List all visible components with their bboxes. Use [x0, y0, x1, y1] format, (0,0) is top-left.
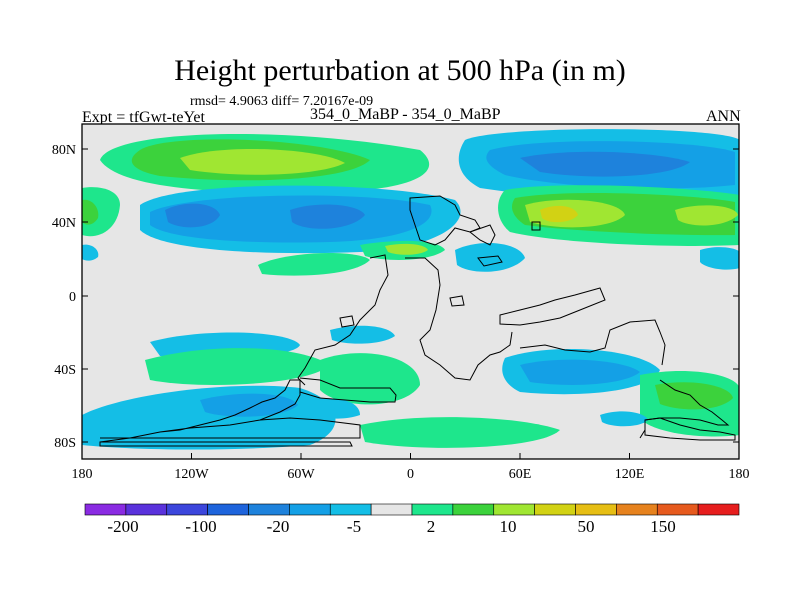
coast-island-2: [477, 255, 503, 267]
contour-nh40-east-4: [540, 205, 578, 223]
contour-nh40-west-3: [165, 203, 220, 228]
lon-label-0: 0: [407, 467, 414, 482]
colorbar-label-6: 50: [578, 517, 595, 536]
season-label: ANN: [706, 108, 741, 125]
colorbar-swatch: [166, 503, 208, 516]
lat-tick-marks: [82, 148, 739, 443]
colorbar-swatch: [656, 503, 699, 516]
contour-nh20-5: [700, 247, 739, 270]
colorbar-swatch: [493, 503, 535, 516]
coast-antarctic-shelf: [99, 441, 353, 447]
colorbar-label-3: -5: [347, 517, 361, 536]
coast-peninsula: [449, 295, 465, 307]
coast-central-america: [468, 224, 496, 246]
colorbar-swatch: [289, 503, 331, 516]
lon-label-120w: 120W: [174, 467, 209, 482]
colorbar-swatch: [248, 503, 290, 516]
coast-antarctic-west: [99, 379, 301, 443]
contour-sh-east-5: [600, 411, 648, 427]
contour-nh40-west-5: [82, 187, 120, 237]
stats-label: rmsd= 4.9063 diff= 7.20167e-09: [190, 94, 374, 109]
colorbar-swatch: [534, 503, 576, 516]
colorbar-swatch: [452, 503, 495, 516]
colorbar-swatch: [125, 503, 168, 516]
contour-nh40-west-6: [82, 199, 99, 225]
contour-nh20-6: [82, 244, 99, 261]
colorbar-label-1: -100: [185, 517, 216, 536]
coast-south-america: [299, 377, 397, 403]
lat-label-80s: 80S: [54, 436, 76, 451]
coast-antarctic-main: [100, 417, 361, 439]
experiment-names: 354_0_MaBP - 354_0_MaBP: [310, 106, 501, 123]
contour-nh20-3: [385, 243, 428, 255]
colorbar-swatch: [370, 503, 413, 516]
contour-nh40-east-5: [675, 205, 738, 226]
contour-sh-east-4: [655, 382, 733, 410]
colorbar-label-5: 10: [500, 517, 517, 536]
coast-island-3: [531, 221, 541, 231]
lat-label-0: 0: [69, 290, 76, 305]
lon-label-180e: 180: [729, 467, 750, 482]
contour-sh60-4: [310, 398, 360, 419]
lon-label-60e: 60E: [509, 467, 532, 482]
colorbar-label-0: -200: [107, 517, 138, 536]
lon-label-60w: 60W: [287, 467, 315, 482]
contour-nh20-4: [455, 243, 525, 272]
colorbar-swatch: [84, 503, 127, 516]
colorbar-swatch: [329, 503, 372, 516]
lon-label-180w: 180: [72, 467, 93, 482]
plot-title: Height perturbation at 500 hPa (in m): [174, 54, 626, 87]
contour-field: [82, 124, 739, 459]
contour-sh40-west-2: [145, 348, 330, 385]
lat-label-40s: 40S: [54, 363, 76, 378]
lon-label-120e: 120E: [615, 467, 645, 482]
lat-label-40n: 40N: [52, 216, 76, 231]
colorbar-swatch: [697, 503, 740, 516]
colorbar-label-2: -20: [267, 517, 290, 536]
colorbar: [84, 503, 740, 516]
contour-sh60-3: [360, 417, 560, 448]
lon-tick-marks: [81, 453, 740, 459]
coast-australia-west: [519, 319, 666, 366]
coast-south-asia: [499, 287, 606, 326]
contour-nh40-west-4: [290, 204, 365, 229]
colorbar-label-7: 150: [650, 517, 676, 536]
coast-west-coast: [297, 254, 389, 386]
coast-north-america: [409, 195, 481, 246]
contour-nh80-west-3: [180, 148, 345, 175]
contour-sh40-west-4: [330, 325, 395, 344]
contour-sh60-2: [200, 393, 298, 417]
contour-sh40-west-3: [320, 353, 420, 405]
contour-nh20-1: [258, 253, 370, 276]
lat-label-80n: 80N: [52, 143, 76, 158]
contour-nh40-west-2: [150, 195, 432, 243]
coastlines: [99, 195, 736, 447]
coast-island-1: [339, 315, 355, 328]
colorbar-swatch: [616, 503, 658, 516]
colorbar-swatch: [207, 503, 249, 516]
coast-antarctic-east: [644, 417, 736, 441]
colorbar-swatch: [411, 503, 454, 516]
expt-label: Expt = tfGwt-teYet: [82, 109, 205, 126]
colorbar-swatch: [575, 503, 617, 516]
coast-africa: [405, 257, 513, 381]
colorbar-label-4: 2: [427, 517, 436, 536]
contour-sh-east-2: [520, 359, 640, 385]
contour-nh80-east-3: [520, 151, 690, 177]
